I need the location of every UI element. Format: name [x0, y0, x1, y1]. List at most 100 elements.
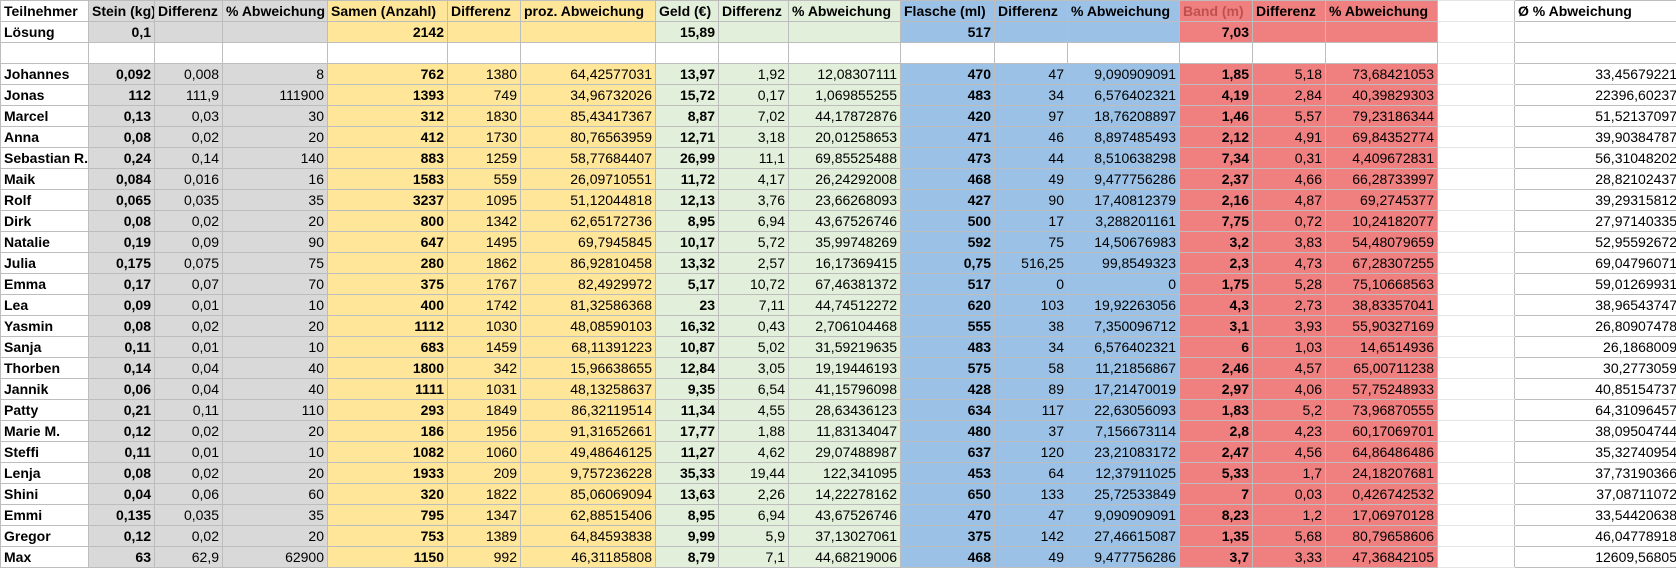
samen-pct[interactable]: 34,96732026 [520, 84, 656, 106]
flasche-value[interactable]: 650 [900, 483, 995, 505]
band-diff[interactable]: 1,7 [1252, 462, 1326, 484]
geld-pct[interactable]: 20,01258653 [788, 126, 901, 148]
samen-pct[interactable]: 64,84593838 [520, 525, 656, 547]
avg-pct[interactable]: 28,82102437 [1514, 168, 1676, 190]
flasche-pct[interactable]: 8,510638298 [1067, 147, 1180, 169]
avg-pct[interactable]: 39,90384787 [1514, 126, 1676, 148]
geld-pct[interactable]: 16,17369415 [788, 252, 901, 274]
flasche-pct[interactable]: 9,477756286 [1067, 546, 1180, 568]
band-pct[interactable]: 4,409672831 [1325, 147, 1438, 169]
stein-pct[interactable]: 20 [222, 126, 328, 148]
geld-pct[interactable]: 122,341095 [788, 462, 901, 484]
geld-value[interactable]: 26,99 [655, 147, 719, 169]
flasche-value[interactable]: 500 [900, 210, 995, 232]
spacer-cell[interactable] [1437, 210, 1515, 232]
header-stein-diff[interactable]: Differenz [154, 0, 223, 22]
flasche-pct[interactable]: 6,576402321 [1067, 336, 1180, 358]
flasche-diff[interactable]: 44 [994, 147, 1068, 169]
band-pct[interactable]: 10,24182077 [1325, 210, 1438, 232]
avg-pct[interactable]: 35,32740954 [1514, 441, 1676, 463]
flasche-pct[interactable]: 17,40812379 [1067, 189, 1180, 211]
flasche-diff[interactable]: 89 [994, 378, 1068, 400]
geld-value[interactable]: 23 [655, 294, 719, 316]
flasche-pct[interactable]: 17,21470019 [1067, 378, 1180, 400]
samen-diff[interactable]: 1060 [447, 441, 521, 463]
stein-pct[interactable]: 20 [222, 462, 328, 484]
stein-value[interactable]: 0,175 [88, 252, 155, 274]
samen-value[interactable]: 1933 [327, 462, 448, 484]
band-value[interactable]: 1,83 [1179, 399, 1253, 421]
geld-value[interactable]: 17,77 [655, 420, 719, 442]
band-pct[interactable]: 75,10668563 [1325, 273, 1438, 295]
geld-value[interactable]: 5,17 [655, 273, 719, 295]
geld-pct[interactable]: 31,59219635 [788, 336, 901, 358]
spacer-cell[interactable] [1437, 63, 1515, 85]
geld-value[interactable]: 13,63 [655, 483, 719, 505]
participant-name[interactable]: Sanja [0, 336, 89, 358]
band-value[interactable]: 6 [1179, 336, 1253, 358]
geld-value[interactable]: 35,33 [655, 462, 719, 484]
avg-pct[interactable]: 26,1868009 [1514, 336, 1676, 358]
stein-value[interactable]: 0,065 [88, 189, 155, 211]
flasche-value[interactable]: 517 [900, 273, 995, 295]
participant-name[interactable]: Patty [0, 399, 89, 421]
stein-value[interactable]: 0,06 [88, 378, 155, 400]
spacer-cell[interactable] [1437, 462, 1515, 484]
flasche-pct[interactable]: 22,63056093 [1067, 399, 1180, 421]
stein-value[interactable]: 0,08 [88, 315, 155, 337]
geld-pct[interactable]: 43,67526746 [788, 504, 901, 526]
band-diff[interactable]: 1,03 [1252, 336, 1326, 358]
stein-value[interactable]: 0,08 [88, 210, 155, 232]
samen-diff[interactable]: 1849 [447, 399, 521, 421]
stein-diff[interactable]: 0,035 [154, 189, 223, 211]
samen-pct[interactable]: 26,09710551 [520, 168, 656, 190]
flasche-value[interactable]: 620 [900, 294, 995, 316]
avg-pct[interactable]: 39,29315812 [1514, 189, 1676, 211]
band-diff[interactable]: 5,28 [1252, 273, 1326, 295]
flasche-pct[interactable]: 3,288201161 [1067, 210, 1180, 232]
geld-diff[interactable]: 7,02 [718, 105, 789, 127]
samen-pct[interactable]: 91,31652661 [520, 420, 656, 442]
samen-pct[interactable]: 62,88515406 [520, 504, 656, 526]
stein-diff[interactable]: 0,075 [154, 252, 223, 274]
stein-diff[interactable]: 0,04 [154, 357, 223, 379]
stein-diff[interactable]: 0,02 [154, 210, 223, 232]
samen-pct[interactable]: 58,77684407 [520, 147, 656, 169]
stein-pct[interactable]: 111900 [222, 84, 328, 106]
spacer-cell[interactable] [1437, 315, 1515, 337]
stein-pct[interactable]: 40 [222, 378, 328, 400]
samen-value[interactable]: 1393 [327, 84, 448, 106]
geld-value[interactable]: 10,17 [655, 231, 719, 253]
avg-pct[interactable]: 51,52137097 [1514, 105, 1676, 127]
empty-cell[interactable] [447, 42, 521, 64]
flasche-pct[interactable]: 27,46615087 [1067, 525, 1180, 547]
stein-pct[interactable]: 30 [222, 105, 328, 127]
empty-cell[interactable] [718, 21, 789, 43]
participant-name[interactable]: Maik [0, 168, 89, 190]
samen-diff[interactable]: 1095 [447, 189, 521, 211]
header-samen-pct[interactable]: proz. Abweichung [520, 0, 656, 22]
flasche-value[interactable]: 375 [900, 525, 995, 547]
flasche-diff[interactable]: 34 [994, 84, 1068, 106]
stein-pct[interactable]: 70 [222, 273, 328, 295]
flasche-pct[interactable]: 23,21083172 [1067, 441, 1180, 463]
flasche-pct[interactable]: 6,576402321 [1067, 84, 1180, 106]
geld-diff[interactable]: 7,1 [718, 546, 789, 568]
stein-diff[interactable]: 0,02 [154, 126, 223, 148]
participant-name[interactable]: Thorben [0, 357, 89, 379]
geld-diff[interactable]: 11,1 [718, 147, 789, 169]
participant-name[interactable]: Natalie [0, 231, 89, 253]
geld-diff[interactable]: 2,26 [718, 483, 789, 505]
stein-pct[interactable]: 90 [222, 231, 328, 253]
stein-diff[interactable]: 0,02 [154, 462, 223, 484]
band-diff[interactable]: 5,57 [1252, 105, 1326, 127]
samen-value[interactable]: 647 [327, 231, 448, 253]
flasche-value[interactable]: 471 [900, 126, 995, 148]
band-pct[interactable]: 38,83357041 [1325, 294, 1438, 316]
flasche-diff[interactable]: 58 [994, 357, 1068, 379]
geld-value[interactable]: 12,84 [655, 357, 719, 379]
flasche-pct[interactable]: 11,21856867 [1067, 357, 1180, 379]
samen-diff[interactable]: 749 [447, 84, 521, 106]
participant-name[interactable]: Jonas [0, 84, 89, 106]
participant-name[interactable]: Marie M. [0, 420, 89, 442]
